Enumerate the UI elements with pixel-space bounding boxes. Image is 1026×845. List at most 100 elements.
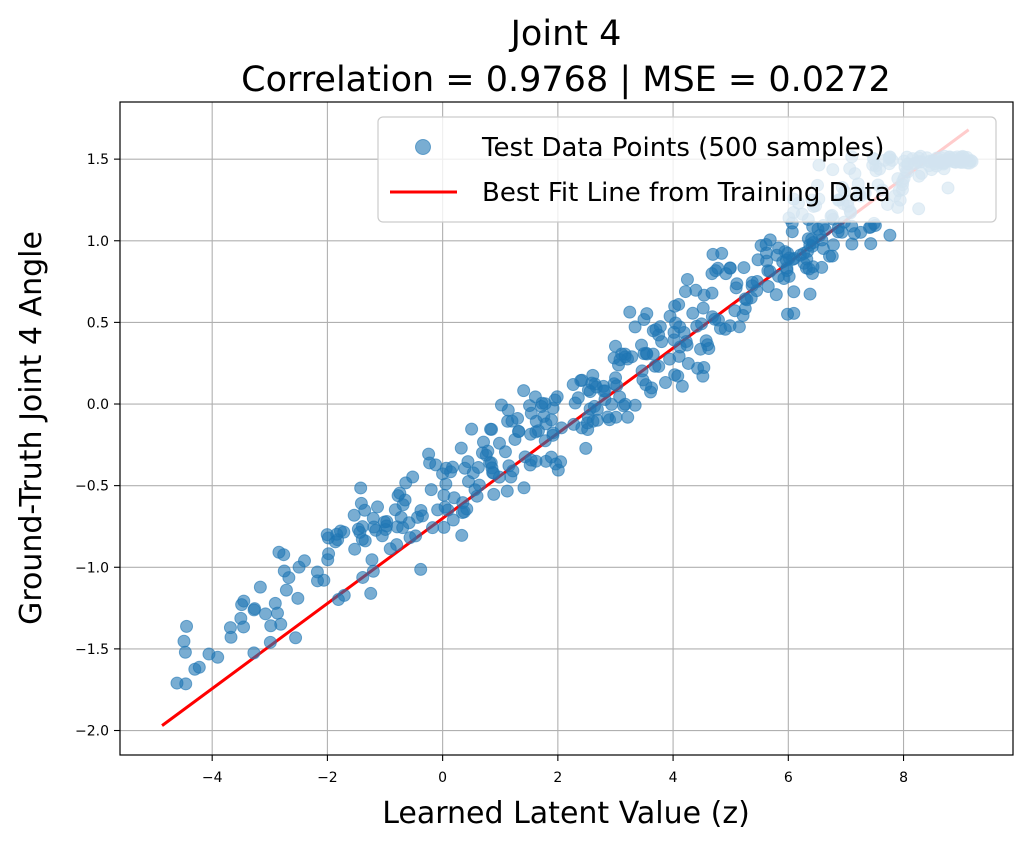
x-tick-label: 6 [784, 770, 793, 786]
data-point [550, 390, 564, 404]
data-point [500, 484, 514, 498]
data-point [270, 606, 284, 620]
data-point [364, 586, 378, 600]
data-point [224, 630, 238, 644]
data-point [237, 594, 251, 608]
data-point [652, 359, 666, 373]
data-point [471, 460, 485, 474]
x-tick-label: 2 [553, 770, 562, 786]
data-point [379, 522, 393, 536]
data-point [291, 591, 305, 605]
data-point [355, 532, 369, 546]
data-point [398, 493, 412, 507]
x-axis-ticks: −4 −2 0 2 4 6 8 [202, 755, 908, 786]
data-point [781, 307, 795, 321]
data-point [801, 244, 815, 258]
data-point [671, 369, 685, 383]
plot-frame [119, 101, 1014, 756]
data-point [439, 477, 453, 491]
y-axis-ticks: −2.0 −1.5 −1.0 −0.5 0.0 0.5 1.0 1.5 [75, 152, 120, 740]
data-point [264, 619, 278, 633]
data-point [618, 397, 632, 411]
data-point [883, 228, 897, 242]
data-point [437, 488, 451, 502]
data-point [170, 676, 184, 690]
data-point [583, 385, 597, 399]
data-point [802, 262, 816, 276]
data-point [745, 275, 759, 289]
data-point [414, 562, 428, 576]
data-point [635, 364, 649, 378]
data-point [498, 445, 512, 459]
data-point [259, 607, 273, 621]
y-axis-label: Ground-Truth Joint 4 Angle [14, 231, 49, 625]
data-point [826, 238, 840, 252]
data-point [730, 277, 744, 291]
data-point [681, 356, 695, 370]
data-point [367, 520, 381, 534]
chart-title-line2: Correlation = 0.9768 | MSE = 0.0272 [241, 60, 891, 100]
data-point [455, 528, 469, 542]
data-point [524, 427, 538, 441]
data-point [277, 564, 291, 578]
data-point [566, 378, 580, 392]
data-point [356, 570, 370, 584]
data-point [697, 288, 711, 302]
data-point [475, 446, 489, 460]
data-point [180, 619, 194, 633]
data-point [713, 321, 727, 335]
data-point [815, 233, 829, 247]
data-point [658, 376, 672, 390]
data-point [621, 410, 635, 424]
data-points [170, 149, 979, 691]
data-point [598, 384, 612, 398]
data-point [337, 525, 351, 539]
y-tick-label: 0.0 [87, 397, 109, 413]
data-point [751, 253, 765, 267]
data-point [237, 620, 251, 634]
data-point [761, 280, 775, 294]
y-tick-label: −2.0 [75, 724, 109, 740]
data-point [422, 447, 436, 461]
data-point [178, 645, 192, 659]
x-tick-label: 0 [438, 770, 447, 786]
data-point [628, 320, 642, 334]
data-point [414, 504, 428, 518]
data-point [711, 261, 725, 275]
legend-label-scatter: Test Data Points (500 samples) [481, 133, 884, 163]
data-point [538, 397, 552, 411]
data-point [487, 487, 501, 501]
data-point [672, 297, 686, 311]
chart-title-line1: Joint 4 [509, 14, 622, 54]
data-point [505, 414, 519, 428]
data-point [815, 260, 829, 274]
data-point [403, 531, 417, 545]
data-point [354, 481, 368, 495]
data-point [847, 227, 861, 241]
legend-marker-scatter [415, 139, 431, 155]
data-point [634, 338, 648, 352]
data-point [446, 513, 460, 527]
data-point [347, 508, 361, 522]
data-point [736, 309, 750, 323]
data-point [465, 422, 479, 436]
data-point [613, 353, 627, 367]
y-tick-label: 1.5 [87, 152, 109, 168]
data-point [506, 464, 520, 478]
data-point [177, 634, 191, 648]
data-point [468, 483, 482, 497]
data-point [517, 481, 531, 495]
data-point [772, 269, 786, 283]
data-point [297, 554, 311, 568]
data-point [610, 379, 624, 393]
data-point [366, 564, 380, 578]
data-point [554, 421, 568, 435]
data-point [486, 466, 500, 480]
x-tick-label: −2 [317, 770, 338, 786]
data-point [667, 333, 681, 347]
data-point [390, 538, 404, 552]
data-point [406, 470, 420, 484]
data-point [823, 249, 837, 263]
data-point [277, 548, 291, 562]
